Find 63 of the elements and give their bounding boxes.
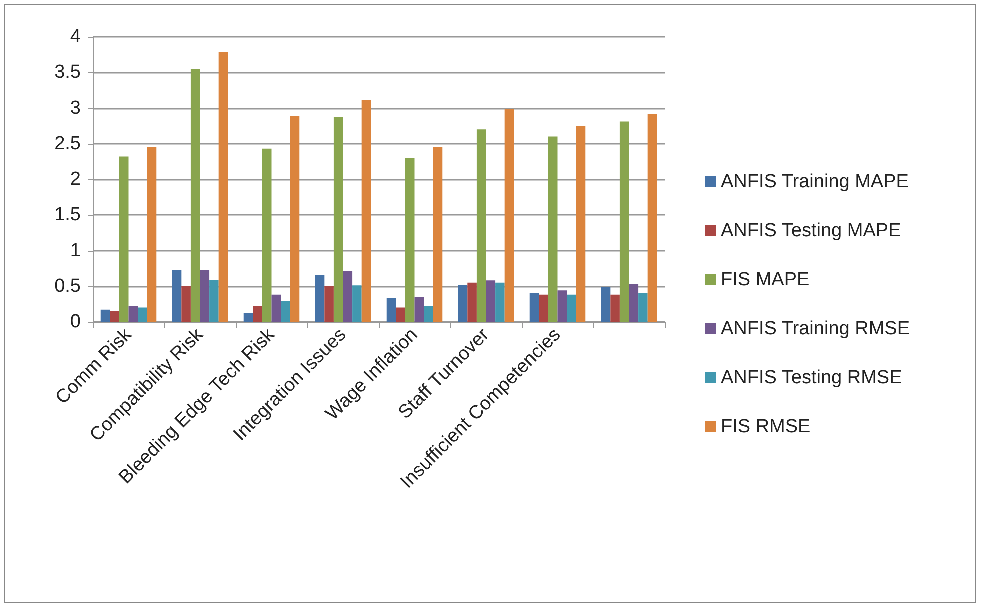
bar [343,271,353,322]
bar [386,298,396,322]
y-tick-label: 0.5 [54,276,81,297]
bar [486,280,496,322]
bar [567,294,576,322]
bar [110,311,120,322]
bar [281,301,290,322]
bar [210,280,219,322]
bar [147,147,157,322]
bar [648,114,658,322]
bar [315,274,325,322]
bar [433,147,443,322]
bar [530,294,540,322]
bar [405,158,415,322]
bar [414,297,424,322]
y-tick-label: 2 [70,169,81,190]
bar [558,290,568,322]
bar [396,308,406,322]
y-tick-label: 2.5 [54,133,81,154]
bar [638,294,648,322]
bar [576,126,586,322]
bar [362,100,372,322]
legend-label: ANFIS Training RMSE [721,318,910,340]
bar [324,286,334,322]
bar [424,306,434,322]
bar [218,52,228,322]
bar [262,148,272,322]
bar [629,284,639,322]
bar [610,294,620,322]
bar [119,156,129,322]
legend-label: FIS MAPE [721,270,810,290]
bar [138,308,148,322]
bar [182,286,191,322]
bar [458,284,468,322]
bar [548,136,558,322]
bar [253,306,262,322]
legend-label: ANFIS Testing RMSE [721,368,902,388]
bar [620,122,630,322]
bar [100,310,110,322]
bar [334,118,344,322]
bar [272,294,282,322]
y-tick-label: 4 [70,26,82,48]
legend-label: ANFIS Training MAPE [721,172,909,192]
bar [601,287,611,322]
bar [468,282,477,322]
y-tick-label: 3.5 [54,62,81,84]
legend-label: FIS RMSE [721,416,811,438]
bar [190,69,200,322]
bar [496,282,505,322]
bar [476,130,486,322]
y-tick-label: 1.5 [54,204,81,226]
bar [200,270,210,322]
bar [539,294,548,322]
y-tick-label: 1 [70,240,81,262]
bar [352,286,362,322]
y-tick-label: 3 [70,98,81,119]
bar [172,270,182,322]
bar [128,306,138,322]
legend-label: ANFIS Testing MAPE [721,220,902,242]
bar [504,108,514,322]
y-tick-label: 0 [70,312,81,332]
bar [290,116,300,322]
bar [244,313,254,322]
